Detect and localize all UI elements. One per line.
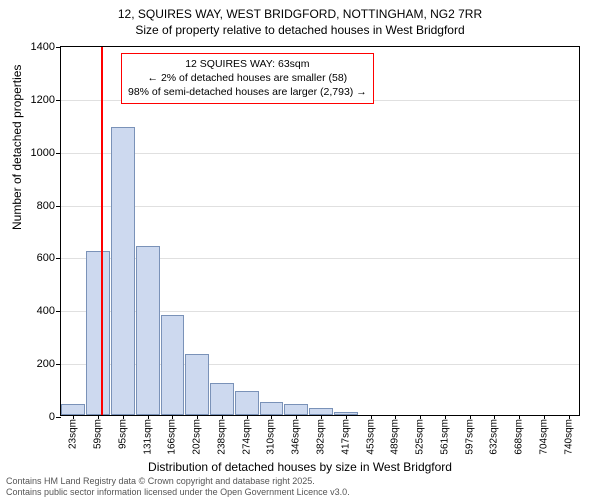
histogram-bar	[260, 402, 284, 415]
histogram-plot: 020040060080010001200140023sqm59sqm95sqm…	[60, 46, 580, 416]
xtick-label: 346sqm	[291, 419, 302, 455]
xtick-label: 238sqm	[216, 419, 227, 455]
property-marker-line	[101, 47, 103, 415]
xtick-label: 453sqm	[365, 419, 376, 455]
footer-line1: Contains HM Land Registry data © Crown c…	[6, 476, 350, 487]
histogram-bar	[185, 354, 209, 415]
ytick-mark	[56, 153, 61, 154]
chart-title: 12, SQUIRES WAY, WEST BRIDGFORD, NOTTING…	[0, 0, 600, 38]
histogram-bar	[136, 246, 160, 415]
histogram-bar	[309, 408, 333, 415]
ytick-label: 1000	[23, 147, 55, 159]
xtick-label: 489sqm	[390, 419, 401, 455]
histogram-bar	[111, 127, 135, 415]
xtick-label: 274sqm	[241, 419, 252, 455]
histogram-bar	[235, 391, 259, 415]
xtick-label: 668sqm	[514, 419, 525, 455]
title-line1: 12, SQUIRES WAY, WEST BRIDGFORD, NOTTING…	[0, 6, 600, 22]
title-line2: Size of property relative to detached ho…	[0, 22, 600, 38]
annotation-line1: 12 SQUIRES WAY: 63sqm	[128, 57, 367, 71]
ytick-label: 800	[23, 200, 55, 212]
ytick-label: 1200	[23, 94, 55, 106]
xtick-label: 166sqm	[167, 419, 178, 455]
xtick-label: 704sqm	[538, 419, 549, 455]
xtick-label: 59sqm	[93, 419, 104, 449]
ytick-label: 600	[23, 252, 55, 264]
ytick-mark	[56, 258, 61, 259]
annotation-box: 12 SQUIRES WAY: 63sqm← 2% of detached ho…	[121, 53, 374, 104]
ytick-mark	[56, 100, 61, 101]
y-axis-label: Number of detached properties	[10, 65, 24, 230]
annotation-line2: ← 2% of detached houses are smaller (58)	[128, 71, 367, 85]
ytick-mark	[56, 47, 61, 48]
xtick-label: 202sqm	[192, 419, 203, 455]
annotation-line3: 98% of semi-detached houses are larger (…	[128, 85, 367, 99]
ytick-mark	[56, 311, 61, 312]
histogram-bar	[210, 383, 234, 415]
histogram-bar	[86, 251, 110, 415]
footer-attribution: Contains HM Land Registry data © Crown c…	[6, 476, 350, 499]
xtick-label: 310sqm	[266, 419, 277, 455]
xtick-label: 561sqm	[439, 419, 450, 455]
histogram-bar	[284, 404, 308, 415]
ytick-label: 200	[23, 358, 55, 370]
x-axis-label: Distribution of detached houses by size …	[0, 460, 600, 474]
xtick-label: 131sqm	[142, 419, 153, 455]
xtick-label: 525sqm	[415, 419, 426, 455]
xtick-label: 417sqm	[340, 419, 351, 455]
ytick-label: 400	[23, 305, 55, 317]
ytick-label: 0	[23, 411, 55, 423]
ytick-mark	[56, 206, 61, 207]
histogram-bar	[61, 404, 85, 415]
xtick-label: 597sqm	[464, 419, 475, 455]
xtick-label: 23sqm	[68, 419, 79, 449]
histogram-bar	[161, 315, 185, 415]
gridline	[61, 153, 579, 154]
gridline	[61, 206, 579, 207]
xtick-label: 632sqm	[489, 419, 500, 455]
ytick-mark	[56, 417, 61, 418]
xtick-label: 95sqm	[117, 419, 128, 449]
ytick-label: 1400	[23, 41, 55, 53]
footer-line2: Contains public sector information licen…	[6, 487, 350, 498]
ytick-mark	[56, 364, 61, 365]
xtick-label: 382sqm	[316, 419, 327, 455]
xtick-label: 740sqm	[563, 419, 574, 455]
